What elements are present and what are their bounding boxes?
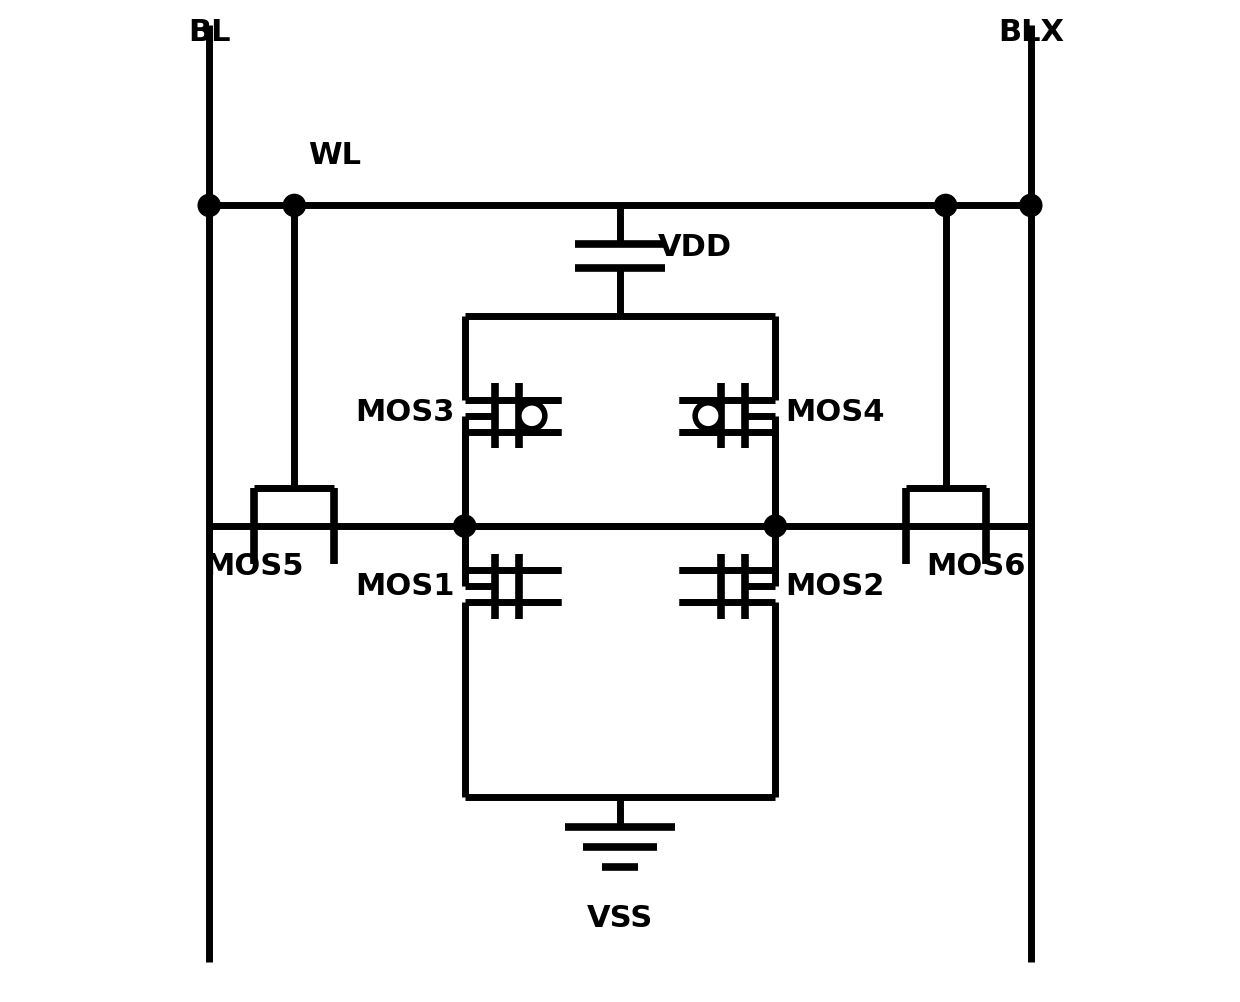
Text: MOS4: MOS4 xyxy=(786,399,885,427)
Text: BLX: BLX xyxy=(998,18,1064,46)
Text: BL: BL xyxy=(188,18,231,46)
Text: MOS3: MOS3 xyxy=(355,399,454,427)
Text: MOS5: MOS5 xyxy=(205,552,304,580)
Text: MOS2: MOS2 xyxy=(786,572,885,600)
Text: VDD: VDD xyxy=(658,233,732,262)
Text: VSS: VSS xyxy=(587,905,653,933)
Text: WL: WL xyxy=(308,141,361,169)
Circle shape xyxy=(1019,194,1042,216)
Text: MOS1: MOS1 xyxy=(355,572,454,600)
Text: MOS6: MOS6 xyxy=(926,552,1025,580)
Circle shape xyxy=(198,194,221,216)
Circle shape xyxy=(283,194,305,216)
Circle shape xyxy=(518,403,544,429)
Circle shape xyxy=(764,515,786,537)
Circle shape xyxy=(935,194,957,216)
Circle shape xyxy=(454,515,476,537)
Circle shape xyxy=(696,403,722,429)
